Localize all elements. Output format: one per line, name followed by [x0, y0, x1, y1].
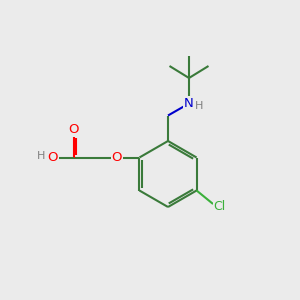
Text: O: O: [47, 151, 58, 164]
Text: H: H: [37, 151, 45, 161]
Text: Cl: Cl: [214, 200, 226, 214]
Text: O: O: [68, 123, 79, 136]
Text: H: H: [195, 101, 204, 111]
Text: N: N: [184, 97, 194, 110]
Text: O: O: [112, 151, 122, 164]
